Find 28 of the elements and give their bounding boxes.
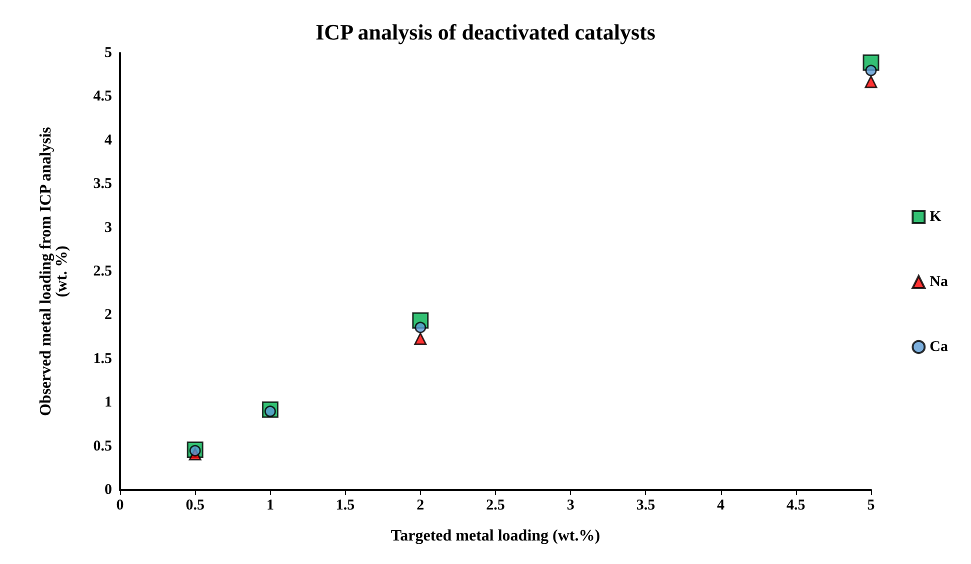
y-tick-label: 3.5	[93, 176, 112, 192]
y-tick-label: 1	[104, 394, 112, 411]
y-tick-label: 2.5	[93, 264, 112, 280]
x-tick-label: 3.5	[636, 498, 656, 514]
y-tick-label: 2	[104, 307, 112, 324]
x-tick-label: 5	[867, 498, 875, 514]
x-tick-label: 2.5	[486, 498, 505, 514]
y-tick-label: 5	[104, 45, 112, 61]
x-tick-label: 0.5	[186, 498, 204, 514]
legend-label: Na	[930, 274, 948, 290]
y-axis-title: Observed metal loading from ICP analysis (wt. %)	[38, 126, 70, 416]
x-axis-title: Targeted metal loading (wt.%)	[390, 528, 600, 544]
y-tick-label: 4.5	[93, 88, 112, 105]
y-tick-label: 0	[104, 482, 112, 498]
x-tick-label: 1.5	[336, 498, 355, 514]
legend-label: Ca	[930, 339, 948, 355]
y-tick-label: 0.5	[93, 438, 112, 454]
x-tick-label: 3	[566, 498, 574, 514]
chart-title: ICP analysis of deactivated catalysts	[316, 20, 656, 44]
y-tick-label: 1.5	[93, 350, 112, 367]
y-tick-label: 4	[104, 132, 112, 148]
x-tick-label: 0	[116, 498, 124, 514]
y-tick-label: 3	[104, 220, 112, 236]
legend-label: K	[930, 209, 942, 225]
x-tick-label: 4.5	[786, 498, 806, 514]
x-tick-label: 1	[266, 498, 274, 514]
x-tick-label: 2	[416, 498, 424, 514]
x-tick-label: 4	[717, 498, 726, 514]
